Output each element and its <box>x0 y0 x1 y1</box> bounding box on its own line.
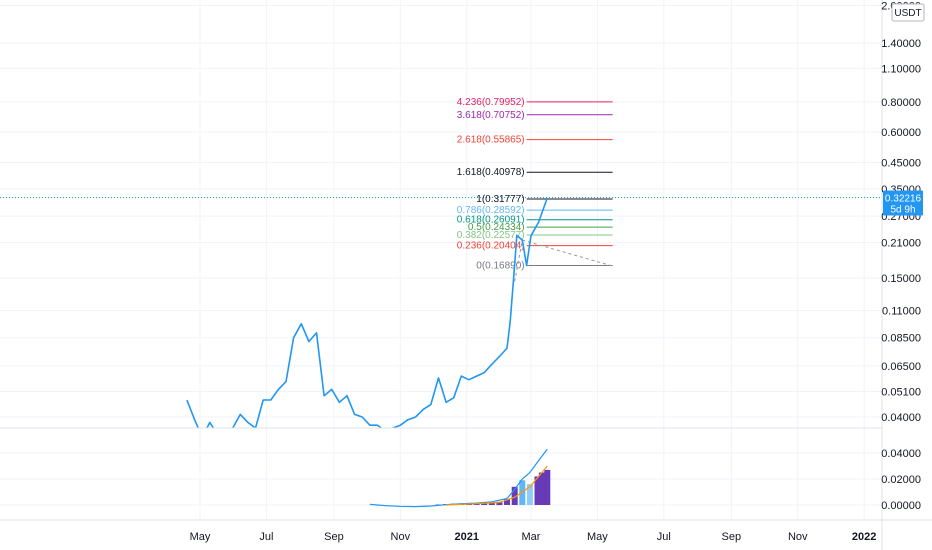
histogram-bar[interactable] <box>544 469 551 505</box>
time-tick-label: Jul <box>259 531 273 543</box>
price-tick-label: 0.04000 <box>881 412 921 424</box>
fib-level-label: 0(0.16890) <box>476 260 524 271</box>
fib-level-label: 2.618(0.55865) <box>457 135 525 146</box>
histogram-bar[interactable] <box>526 484 533 505</box>
time-tick-label: Sep <box>324 531 344 543</box>
currency-unit-badge[interactable]: USDT <box>891 3 925 22</box>
time-tick-label: 2022 <box>852 531 876 543</box>
time-tick-label: Mar <box>522 531 541 543</box>
current-price-value: 0.32216 <box>885 194 922 205</box>
price-tick-label: 0.15000 <box>881 273 921 285</box>
fibonacci-extension[interactable]: 4.236(0.79952) 3.618(0.70752) 2.618(0.5586… <box>457 97 613 272</box>
histogram-bar[interactable] <box>511 486 518 505</box>
price-tick-label: 0.05100 <box>881 386 921 398</box>
price-tick-label: 1.10000 <box>881 63 921 75</box>
fib-level-label: 0.786(0.28592) <box>457 205 525 216</box>
price-tick-label: 0.21000 <box>881 238 921 250</box>
signal-line[interactable] <box>446 465 548 506</box>
oscillator-tick-label: 0.04000 <box>881 448 921 460</box>
price-tick-label: 1.40000 <box>881 38 921 50</box>
gridlines <box>0 0 882 520</box>
price-tick-label: 0.80000 <box>881 97 921 109</box>
oscillator-axis[interactable]: 0.04000 0.02000 0.00000 <box>881 448 921 512</box>
histogram-bar[interactable] <box>496 501 503 506</box>
time-tick-label: May <box>587 531 608 543</box>
time-tick-label: Nov <box>391 531 411 543</box>
oscillator-pane[interactable] <box>369 448 551 508</box>
time-tick-label: May <box>190 531 211 543</box>
time-tick-label: Jul <box>657 531 671 543</box>
histogram-bar[interactable] <box>538 472 545 506</box>
fib-level-label: 0.618(0.26091) <box>457 215 525 226</box>
histogram-bar[interactable] <box>534 476 541 505</box>
price-tick-label: 0.60000 <box>881 127 921 139</box>
fib-level-label: 4.236(0.79952) <box>457 97 525 108</box>
trend-annotations[interactable] <box>514 239 613 282</box>
oscillator-tick-label: 0.00000 <box>881 500 921 512</box>
time-tick-label: 2021 <box>455 531 479 543</box>
dashed-trend-line[interactable] <box>522 239 613 267</box>
fib-level-label: 1.618(0.40978) <box>457 167 525 178</box>
price-tick-label: 0.08500 <box>881 333 921 345</box>
histogram-bar[interactable] <box>504 499 510 505</box>
fib-level-label: 1(0.31777) <box>476 194 524 205</box>
time-tick-label: Sep <box>722 531 742 543</box>
oscillator-tick-label: 0.02000 <box>881 474 921 486</box>
dashed-trend-line[interactable] <box>514 239 523 282</box>
histogram-bar[interactable] <box>488 502 495 505</box>
fib-level-label: 0.236(0.20404) <box>457 241 525 252</box>
histogram-bar[interactable] <box>481 503 488 505</box>
currency-unit-label: USDT <box>894 8 921 19</box>
time-tick-label: Nov <box>788 531 808 543</box>
price-tick-label: 0.45000 <box>881 157 921 169</box>
bar-countdown: 5d 9h <box>890 205 915 216</box>
time-axis[interactable]: May Jul Sep Nov 2021 Mar May Jul Sep Nov 2022 <box>190 531 877 543</box>
price-tick-label: 0.06500 <box>881 361 921 373</box>
fib-level-label: 3.618(0.70752) <box>457 110 525 121</box>
fib-level-label: 0.382(0.22577) <box>457 230 525 241</box>
price-tick-label: 0.11000 <box>882 306 921 318</box>
fib-level-label: 0.5(0.24334) <box>468 222 525 233</box>
price-line[interactable] <box>186 197 549 437</box>
price-series[interactable] <box>186 197 549 437</box>
